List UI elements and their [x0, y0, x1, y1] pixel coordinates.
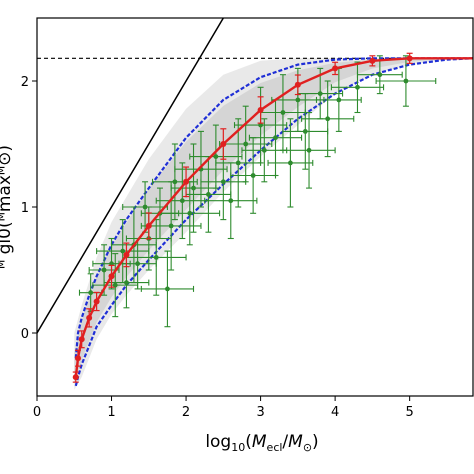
observed-marker [306, 147, 312, 153]
observed-marker [124, 280, 129, 285]
median-marker [108, 273, 115, 280]
observed-point [219, 105, 273, 183]
observed-marker [168, 223, 174, 229]
observed-marker [261, 147, 267, 153]
observed-point [125, 219, 187, 296]
observed-point [375, 55, 437, 107]
observed-point [189, 124, 243, 189]
median-marker [294, 81, 301, 88]
observed-marker [302, 129, 308, 134]
observed-point [140, 250, 195, 328]
shaded-band-outer [74, 58, 473, 390]
y-axis-label: ᴹ gl0(ᴹmaxᴹ⊙) [0, 145, 15, 269]
observed-marker [142, 204, 148, 210]
observed-point [301, 80, 355, 158]
median-marker [86, 314, 93, 321]
observed-marker [153, 255, 159, 260]
observed-point [159, 181, 221, 246]
x-tick-label: 4 [331, 405, 339, 420]
tick-marks: 0 1 2 3 4 5 0 1 2 [21, 75, 414, 420]
observed-marker [295, 97, 301, 103]
observed-marker [258, 122, 263, 128]
y-tick-label: 1 [21, 201, 29, 216]
observed-marker [165, 286, 170, 292]
median-marker [74, 355, 81, 362]
median-marker [93, 298, 100, 305]
observed-point [155, 162, 209, 240]
observed-marker [243, 141, 249, 147]
median-marker [406, 55, 413, 62]
observed-marker [377, 72, 383, 78]
observed-marker [179, 198, 185, 204]
observed-point [330, 61, 385, 114]
observed-point [315, 67, 362, 132]
y-tick-label: 2 [21, 75, 29, 90]
median-marker [78, 336, 85, 343]
observed-marker [101, 267, 107, 273]
median-marker [220, 141, 227, 147]
observed-marker [325, 116, 331, 122]
upper-envelope-line [74, 57, 473, 359]
median-marker [123, 251, 130, 258]
observed-marker [220, 179, 226, 185]
observed-marker [172, 179, 178, 185]
observed-marker [288, 160, 293, 166]
plot-area [37, 18, 473, 390]
observed-marker [235, 160, 241, 166]
x-tick-label: 5 [406, 405, 414, 420]
observed-marker [112, 282, 118, 288]
median-marker [257, 106, 264, 113]
lower-envelope-line [74, 57, 473, 387]
observed-marker [187, 210, 193, 216]
identity-line [37, 18, 224, 334]
observed-marker [228, 198, 234, 204]
observed-marker [403, 78, 409, 84]
observed-marker [213, 154, 219, 160]
observed-marker [273, 135, 278, 141]
observed-marker [317, 91, 323, 96]
observed-marker [88, 290, 94, 296]
x-tick-label: 3 [256, 405, 264, 420]
median-marker [332, 65, 339, 72]
observed-marker [250, 173, 256, 178]
median-marker [72, 374, 79, 381]
x-tick-label: 0 [33, 405, 41, 420]
x-tick-label: 1 [107, 405, 115, 420]
y-tick-label: 0 [21, 327, 29, 342]
x-axis-label: log10(Mecl/M⊙) [205, 432, 318, 454]
observed-marker [355, 84, 360, 90]
observed-point [356, 55, 403, 95]
observed-point [241, 118, 288, 183]
observed-marker [120, 248, 126, 254]
observed-marker [191, 185, 196, 191]
observed-marker [206, 192, 211, 197]
observed-marker [280, 110, 286, 115]
observed-marker [336, 97, 342, 103]
x-tick-label: 2 [182, 405, 190, 420]
observed-point [282, 111, 336, 189]
median-marker [183, 178, 190, 185]
median-marker [369, 57, 376, 64]
observed-marker [135, 261, 141, 267]
median-marker [145, 222, 152, 229]
